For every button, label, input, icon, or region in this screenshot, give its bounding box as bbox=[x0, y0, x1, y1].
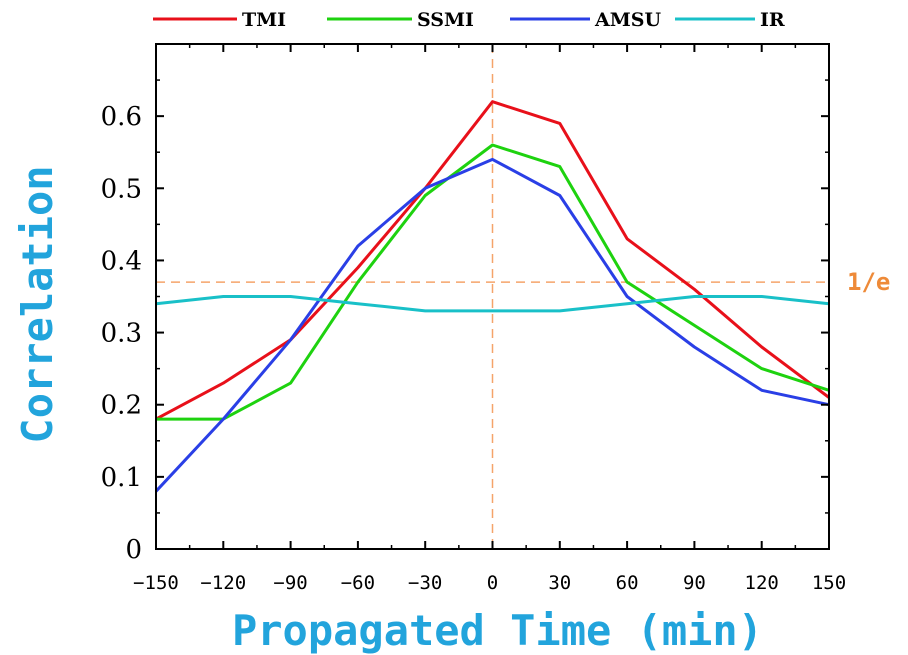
reference-line-label: 1/e bbox=[847, 268, 890, 296]
x-tick-label: 150 bbox=[812, 572, 846, 594]
y-tick-label: 0.5 bbox=[101, 174, 142, 204]
series-line-ssmi bbox=[156, 143, 830, 421]
x-tick-label: 90 bbox=[683, 572, 706, 594]
y-tick-label: 0.1 bbox=[101, 463, 142, 493]
y-tick-label: 0.4 bbox=[101, 246, 142, 276]
x-tick-label: 60 bbox=[616, 572, 639, 594]
series-line-tmi bbox=[155, 100, 830, 421]
y-tick-label: 0.2 bbox=[101, 391, 142, 421]
x-tick-label: 0 bbox=[487, 572, 498, 594]
y-axis-title: Correlation bbox=[13, 165, 62, 443]
x-tick-label: 120 bbox=[745, 572, 779, 594]
y-axis: 0 0.1 0.2 0.3 0.4 0.5 0.6 bbox=[101, 79, 829, 565]
x-axis: −150 −120 −90 −60 −30 0 30 60 90 120 150 bbox=[133, 44, 846, 594]
x-tick-label: −30 bbox=[408, 572, 442, 594]
legend-label-tmi: TMI bbox=[242, 9, 286, 31]
legend: TMI SSMI AMSU IR bbox=[153, 9, 785, 31]
x-tick-label: 30 bbox=[548, 572, 571, 594]
x-axis-title: Propagated Time (min) bbox=[232, 606, 763, 655]
x-tick-label: −60 bbox=[341, 572, 375, 594]
x-tick-label: −120 bbox=[200, 572, 246, 594]
x-tick-label: −150 bbox=[133, 572, 179, 594]
y-tick-label: 0 bbox=[125, 535, 142, 565]
series-line-amsu bbox=[154, 157, 830, 493]
x-tick-label: −90 bbox=[273, 572, 307, 594]
legend-label-amsu: AMSU bbox=[594, 9, 661, 31]
legend-label-ir: IR bbox=[760, 9, 785, 31]
series-lines bbox=[154, 100, 830, 493]
y-tick-label: 0.6 bbox=[101, 102, 142, 132]
legend-label-ssmi: SSMI bbox=[417, 9, 474, 31]
reference-lines bbox=[156, 44, 829, 549]
series-line-ir bbox=[155, 295, 830, 313]
y-tick-label: 0.3 bbox=[101, 319, 142, 349]
